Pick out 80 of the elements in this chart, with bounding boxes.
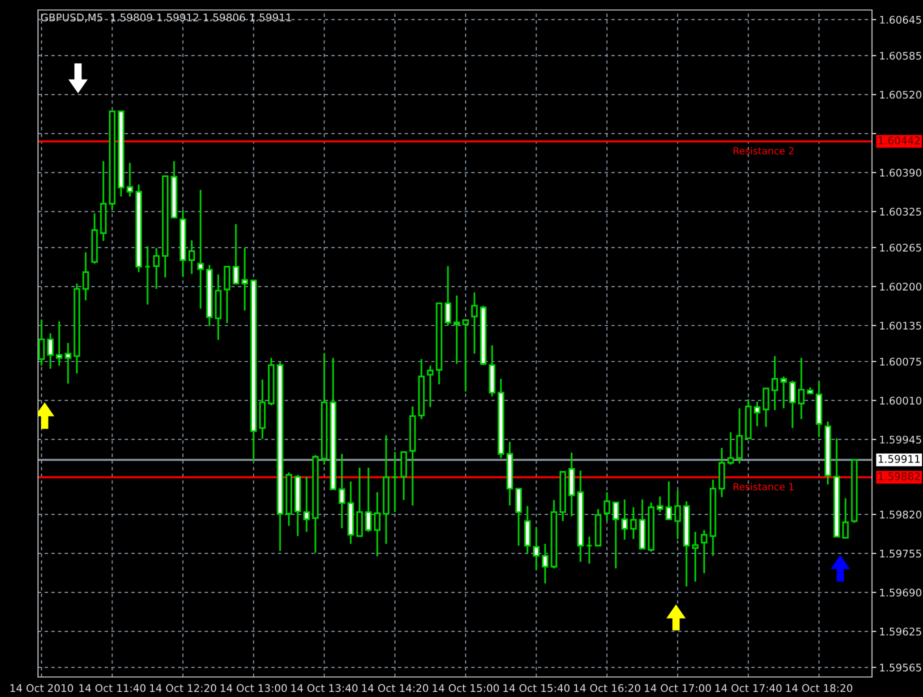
x-tick-label: 14 Oct 13:00 <box>220 684 287 692</box>
y-tick-label: 1.59945 <box>880 436 922 444</box>
candlestick <box>47 332 54 370</box>
x-tick-label: 14 Oct 2010 <box>10 684 74 692</box>
candlestick <box>38 318 45 367</box>
ref-line-label: Resistance 2 <box>734 146 794 154</box>
x-tick-label: 14 Oct 14:20 <box>362 684 428 692</box>
x-tick-label: 14 Oct 12:20 <box>150 684 216 692</box>
candlestick <box>232 223 240 284</box>
candlestick <box>82 251 89 302</box>
x-tick-label: 14 Oct 16:20 <box>574 684 640 692</box>
candlestick <box>241 247 248 312</box>
y-tick-label: 1.60200 <box>880 282 922 291</box>
y-tick-label: 1.60585 <box>880 52 922 60</box>
text: 1.60442 <box>878 136 920 144</box>
candlestick <box>56 320 62 367</box>
candlestick <box>612 502 620 570</box>
x-tick-label: 14 Oct 11:40 <box>79 684 146 692</box>
candlestick <box>798 357 805 420</box>
y-tick-label: 1.60390 <box>880 168 922 177</box>
candlestick <box>656 496 664 513</box>
y-tick-label: 1.59755 <box>880 550 922 558</box>
y-tick-label: 1.60520 <box>880 90 922 99</box>
candlestick <box>64 342 72 385</box>
candlestick <box>462 319 469 392</box>
y-tick-label: 1.59625 <box>880 628 922 636</box>
candlestick <box>542 543 548 584</box>
candlestick <box>736 407 743 464</box>
candlestick <box>674 490 681 540</box>
x-tick-label: 14 Oct 15:00 <box>432 684 499 692</box>
candlestick <box>754 400 760 428</box>
x-tick-label: 14 Oct 13:40 <box>291 684 358 692</box>
candlestick <box>727 431 734 466</box>
x-tick-label: 14 Oct 17:40 <box>716 684 782 692</box>
y-tick-label: 1.59690 <box>880 588 922 597</box>
candlestick <box>338 453 346 530</box>
y-tick-label: 1.60265 <box>880 244 922 252</box>
y-tick-label: 1.60010 <box>880 396 922 405</box>
candlestick <box>762 388 770 428</box>
candlestick <box>126 162 134 198</box>
candlestick <box>842 497 849 539</box>
candlestick <box>392 451 398 513</box>
y-tick-label: 1.60075 <box>880 358 922 366</box>
candlestick <box>188 239 195 275</box>
text: 1.59911 <box>878 455 920 463</box>
chart-title: GBPUSD,M5 1.59809 1.59912 1.59806 1.59911 <box>41 14 292 22</box>
candlestick <box>374 491 381 558</box>
candlestick <box>224 266 230 324</box>
candlestick <box>692 531 699 582</box>
candlestick <box>356 466 363 537</box>
y-tick-label: 1.60325 <box>880 208 922 216</box>
x-tick-label: 14 Oct 15:40 <box>503 684 570 692</box>
ref-line-label: Resistance 1 <box>734 482 794 490</box>
candlestick <box>197 189 204 310</box>
candlestick <box>144 245 151 306</box>
candlestick <box>630 506 637 540</box>
candlestick <box>789 380 796 429</box>
candlestick <box>533 526 540 572</box>
candlestick <box>153 247 160 290</box>
candlestick <box>780 376 787 410</box>
candlestick <box>586 536 593 564</box>
candlestick <box>772 355 778 411</box>
candlestick <box>444 265 452 326</box>
x-tick-label: 14 Oct 17:00 <box>644 684 711 692</box>
y-tick-label: 1.60645 <box>880 16 922 24</box>
candlestick <box>621 498 628 540</box>
y-tick-label: 1.60135 <box>880 322 922 330</box>
y-tick-label: 1.59565 <box>880 664 922 672</box>
candlestick <box>666 480 672 520</box>
candlestick <box>365 466 372 533</box>
x-tick-label: 14 Oct 18:20 <box>786 684 852 692</box>
candlestick <box>454 294 460 365</box>
y-tick-label: 1.59820 <box>880 510 922 519</box>
candlestick <box>471 292 478 355</box>
candlestick <box>604 491 610 522</box>
candlestick <box>515 488 522 546</box>
candlestick <box>303 476 310 533</box>
candlestick <box>427 364 434 408</box>
text: 1.59882 <box>878 472 920 480</box>
candlestick <box>700 529 708 574</box>
